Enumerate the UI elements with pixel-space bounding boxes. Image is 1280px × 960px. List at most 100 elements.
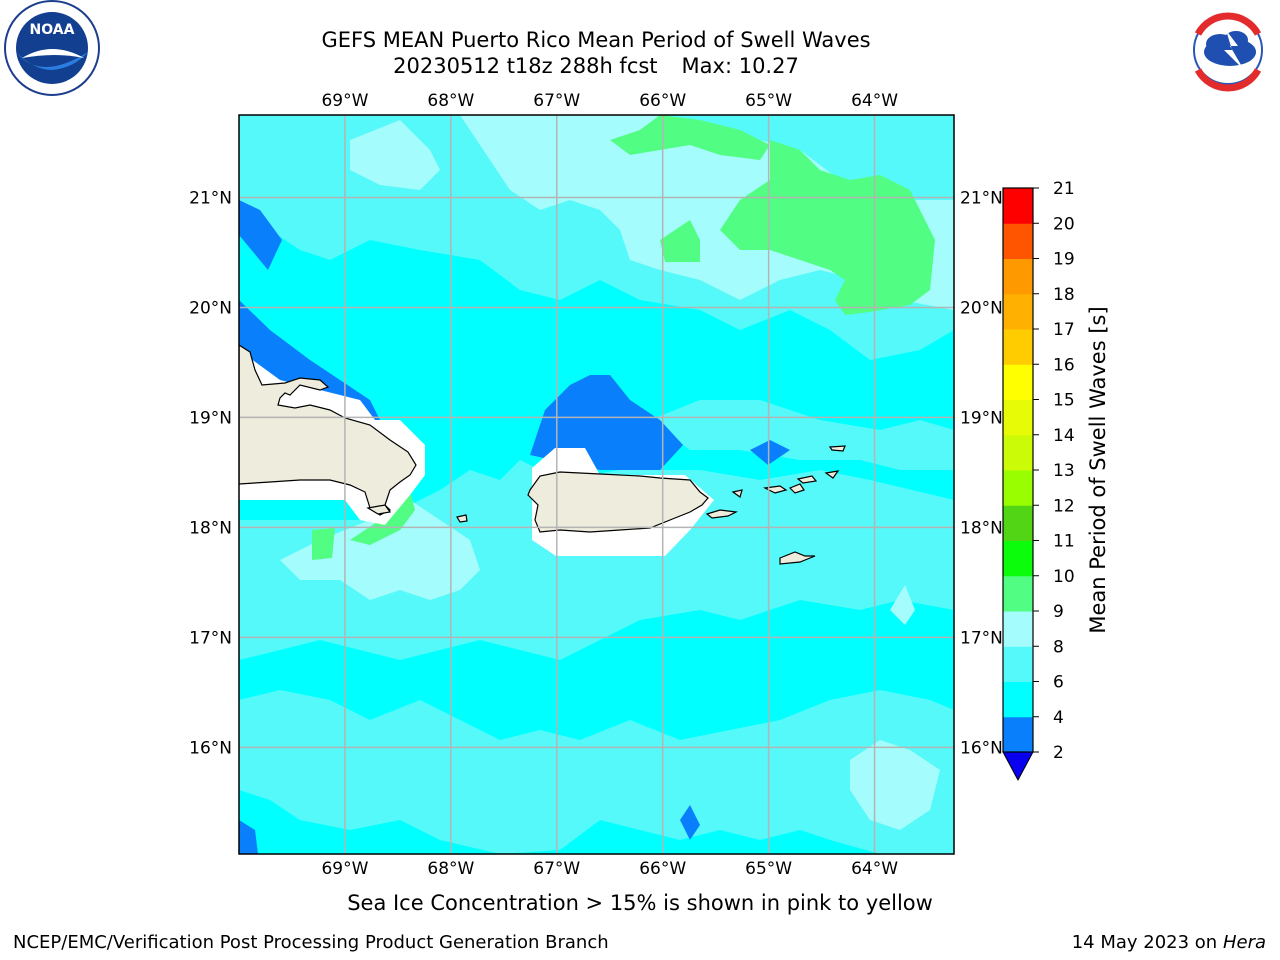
lat-label-left: 18°N [189, 518, 232, 538]
colorbar-tick-label: 14 [1053, 426, 1075, 446]
colorbar-tick-label: 18 [1053, 285, 1075, 305]
lat-label-right: 18°N [960, 518, 1003, 538]
lat-labels-left: 21°N 20°N 19°N 18°N 17°N 16°N [189, 188, 232, 758]
lon-label-top: 68°W [427, 91, 474, 111]
map-title: GEFS MEAN Puerto Rico Mean Period of Swe… [321, 28, 871, 52]
colorbar-tick-label: 8 [1053, 637, 1064, 657]
field-8to9-nw [350, 120, 440, 190]
nws-logo [1181, 3, 1275, 97]
lat-label-right: 17°N [960, 628, 1003, 648]
map-subtitle: 20230512 t18z 288h fcst Max: 10.27 [0, 53, 1192, 79]
land-vieques [705, 509, 739, 519]
lon-label-bottom: 65°W [745, 859, 792, 879]
footer-date: 14 May 2023 on Hera [1072, 932, 1266, 953]
map-frame [238, 114, 955, 855]
lon-label-top: 66°W [639, 91, 686, 111]
footer-date-text: 14 May 2023 on [1071, 932, 1218, 953]
sea-ice-caption: Sea Ice Concentration > 15% is shown in … [347, 891, 933, 915]
colorbar-swatch [1003, 505, 1033, 541]
colorbar-swatch [1003, 258, 1033, 295]
colorbar-swatch [1003, 188, 1033, 224]
land-tortola [796, 475, 818, 484]
field-9to10-patch [660, 220, 700, 262]
colorbar-swatch [1003, 681, 1033, 718]
field-9to10-north [610, 115, 770, 160]
land-saona [366, 504, 392, 515]
colorbar-under-triangle [1002, 751, 1034, 782]
noaa-logo: NOAA [4, 0, 100, 96]
colorbar-swatch [1003, 434, 1033, 471]
lon-labels-bottom: 69°W 68°W 67°W 66°W 65°W 64°W [321, 859, 898, 879]
lat-label-left: 20°N [189, 298, 232, 318]
colorbar-tick-label: 15 [1053, 391, 1075, 411]
field-2to4-nw [239, 200, 282, 270]
colorbar-swatch [1003, 575, 1033, 612]
land-hispaniola [239, 344, 417, 516]
forecast-datetime: 20230512 t18z 288h fcst [393, 54, 658, 78]
colorbar-swatch [1003, 399, 1033, 436]
colorbar-tick-label: 13 [1053, 461, 1075, 481]
colorbar-tick-label: 21 [1053, 179, 1075, 199]
colorbar-tick-label: 4 [1053, 708, 1064, 728]
footer-host: Hera [1222, 932, 1266, 953]
lon-label-bottom: 67°W [533, 859, 580, 879]
lon-labels-top: 69°W 68°W 67°W 66°W 65°W 64°W [321, 91, 898, 111]
field-8to9-patch1 [890, 585, 915, 625]
field-2to4-south [680, 805, 700, 840]
lat-label-right: 19°N [960, 408, 1003, 428]
field-2to4-north-pr [530, 375, 683, 470]
colorbar-title: Mean Period of Swell Waves [s] [1086, 306, 1110, 634]
field-9to10-ne [720, 140, 935, 315]
colorbar-swatch [1003, 329, 1033, 365]
land-st-thomas [762, 485, 788, 494]
colorbar-tick-label: 6 [1053, 673, 1064, 693]
lon-label-top: 64°W [851, 91, 898, 111]
lat-label-left: 17°N [189, 628, 232, 648]
lon-label-bottom: 69°W [321, 859, 368, 879]
land-st-croix [779, 551, 816, 565]
colorbar-tick-label: 17 [1053, 320, 1075, 340]
land-virgin-gorda [824, 470, 840, 479]
field-8to9-sw [280, 500, 480, 600]
field-2to4-sw [239, 820, 258, 854]
colorbar-tick-label: 2 [1053, 743, 1064, 763]
colorbar-swatch [1003, 646, 1033, 682]
colorbar-tick-label: 9 [1053, 602, 1064, 622]
lon-label-top: 69°W [321, 91, 368, 111]
lon-label-bottom: 66°W [639, 859, 686, 879]
colorbar-tick-label: 11 [1053, 532, 1075, 552]
land-anegada [828, 445, 846, 452]
max-value: Max: 10.27 [681, 54, 799, 78]
lat-labels-right: 21°N 20°N 19°N 18°N 17°N 16°N [960, 188, 1003, 758]
colorbar-tick-label: 19 [1053, 250, 1075, 270]
colorbar-tick-label: 20 [1053, 214, 1075, 234]
colorbar-swatch [1003, 470, 1033, 506]
lat-label-right: 21°N [960, 188, 1003, 208]
colorbar-tick-label: 16 [1053, 355, 1075, 375]
swell-period-field [239, 115, 954, 854]
colorbar: 2 4 6 8 9 10 11 12 13 14 15 16 17 18 19 20 21 [1002, 179, 1075, 782]
lat-label-right: 20°N [960, 298, 1003, 318]
lat-label-left: 19°N [189, 408, 232, 428]
colorbar-swatch [1003, 293, 1033, 330]
lat-label-left: 21°N [189, 188, 232, 208]
field-6to8-south [239, 690, 954, 854]
colorbar-swatch [1003, 223, 1033, 259]
footer-credit: NCEP/EMC/Verification Post Processing Pr… [13, 932, 609, 953]
field-9to10-sw [312, 528, 335, 560]
lat-label-right: 16°N [960, 738, 1003, 758]
lon-label-top: 65°W [745, 91, 792, 111]
land-culebra [731, 489, 743, 498]
lon-label-bottom: 68°W [427, 859, 474, 879]
svg-text:NOAA: NOAA [30, 22, 75, 38]
land-mona [456, 514, 468, 523]
field-8to9-se [850, 740, 940, 830]
colorbar-tick-label: 10 [1053, 567, 1075, 587]
land-st-john [788, 483, 805, 494]
colorbar-swatch [1003, 716, 1033, 753]
colorbar-tick-label: 12 [1053, 496, 1075, 516]
grid-lines [239, 115, 954, 854]
colorbar-swatch [1003, 611, 1033, 647]
field-2to4-vi [750, 440, 790, 465]
